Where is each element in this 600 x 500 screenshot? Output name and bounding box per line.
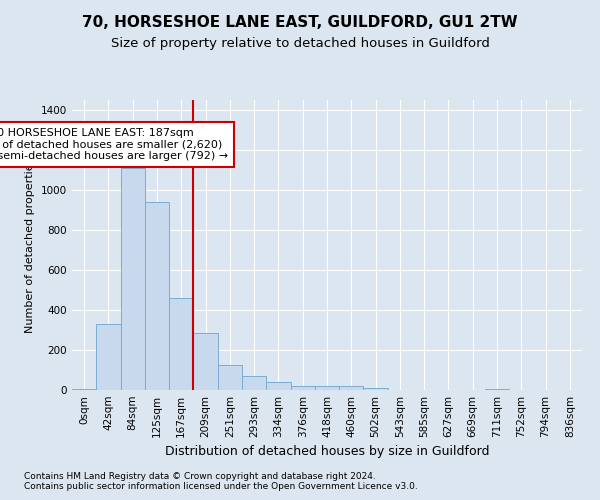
X-axis label: Distribution of detached houses by size in Guildford: Distribution of detached houses by size … [165,446,489,458]
Bar [339,386,364,390]
Text: Contains public sector information licensed under the Open Government Licence v3: Contains public sector information licen… [24,482,418,491]
Bar [96,324,121,390]
Bar [72,389,96,390]
Bar [193,333,218,390]
Bar [242,376,266,390]
Bar [121,168,145,390]
Bar [218,365,242,390]
Text: Size of property relative to detached houses in Guildford: Size of property relative to detached ho… [110,38,490,51]
Bar [145,202,169,390]
Y-axis label: Number of detached properties: Number of detached properties [25,158,35,332]
Text: Contains HM Land Registry data © Crown copyright and database right 2024.: Contains HM Land Registry data © Crown c… [24,472,376,481]
Text: 70 HORSESHOE LANE EAST: 187sqm
← 77% of detached houses are smaller (2,620)
23% : 70 HORSESHOE LANE EAST: 187sqm ← 77% of … [0,128,228,161]
Bar [266,382,290,390]
Bar [485,389,509,390]
Bar [315,386,339,390]
Bar [364,388,388,390]
Bar [290,386,315,390]
Text: 70, HORSESHOE LANE EAST, GUILDFORD, GU1 2TW: 70, HORSESHOE LANE EAST, GUILDFORD, GU1 … [82,15,518,30]
Bar [169,298,193,390]
